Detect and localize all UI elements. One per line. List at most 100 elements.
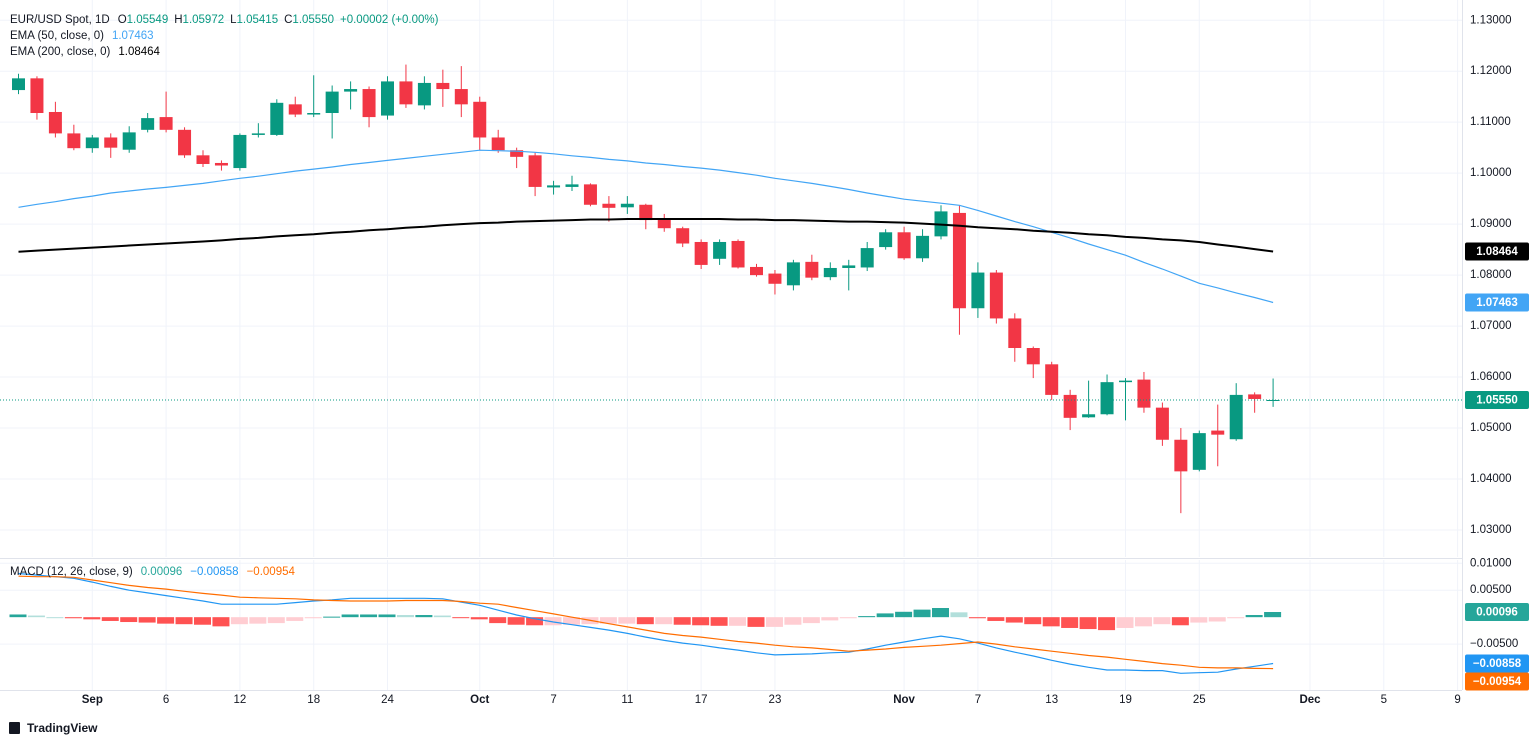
x-tick-label: Sep: [82, 694, 103, 706]
candle-body: [1063, 394, 1077, 418]
legend-label: L: [230, 14, 237, 26]
histogram-bar: [396, 615, 414, 618]
price-badge: −0.00954: [1465, 672, 1529, 691]
macd-histogram: [9, 608, 1282, 631]
histogram-bar: [120, 617, 138, 623]
histogram-bar: [655, 617, 673, 625]
candle-body: [1174, 439, 1188, 472]
legend-macd-value: 0.00096: [141, 566, 183, 578]
candle-body: [30, 78, 44, 114]
y-tick-label: 1.05000: [1470, 422, 1512, 434]
histogram-bar: [489, 617, 507, 624]
legend-series-name: EMA (50, close, 0): [10, 30, 104, 42]
badge-text: −0.00954: [1473, 676, 1522, 688]
histogram-bar: [27, 615, 45, 618]
histogram-bar: [1024, 617, 1042, 625]
histogram-bar: [1042, 617, 1060, 627]
histogram-bar: [267, 617, 285, 624]
histogram-bar: [563, 617, 580, 625]
histogram-bar: [212, 617, 230, 627]
histogram-bar: [157, 617, 175, 624]
candle-body: [1248, 394, 1262, 399]
candle-body: [916, 235, 930, 259]
candle-body: [639, 204, 653, 221]
y-tick-label: 1.08000: [1470, 269, 1512, 281]
legend-value: 1.05972: [183, 14, 225, 26]
candle-body: [1082, 414, 1096, 418]
histogram-bar: [895, 611, 913, 618]
candle-body: [288, 104, 302, 115]
histogram-bar: [858, 616, 876, 618]
candle-body: [805, 261, 819, 278]
badge-bg: [1465, 603, 1529, 621]
histogram-bar: [9, 614, 27, 618]
x-tick-label: 11: [621, 694, 633, 706]
histogram-bar: [101, 617, 119, 621]
badge-bg: [1465, 672, 1529, 691]
brand-text: TradingView: [27, 721, 98, 735]
histogram-bar: [599, 617, 617, 624]
candle-body: [657, 219, 671, 229]
candle-body: [1211, 430, 1225, 435]
y-tick-label: 1.06000: [1470, 371, 1512, 383]
histogram-bar: [304, 617, 322, 619]
x-tick-label: 6: [163, 694, 169, 706]
candle-body: [694, 241, 708, 265]
histogram-bar: [1227, 617, 1245, 619]
x-tick-label: 12: [234, 694, 247, 706]
candle-body: [602, 203, 616, 208]
histogram-bar: [1190, 617, 1208, 623]
histogram-bar: [433, 615, 451, 618]
candle-body: [48, 111, 62, 134]
x-tick-label: Nov: [893, 694, 915, 706]
candle-body: [897, 232, 911, 259]
candle-body: [583, 184, 597, 205]
candle-body: [473, 101, 487, 138]
legend-series-value: 1.07463: [112, 30, 154, 42]
legend-value: 1.05550: [292, 14, 334, 26]
histogram-bar: [1171, 617, 1189, 626]
histogram-bar: [821, 617, 839, 621]
price-badge: 1.08464: [1465, 242, 1529, 261]
legend-macd-value: −0.00954: [247, 566, 296, 578]
y-tick-label: 1.11000: [1470, 116, 1511, 128]
histogram-bar: [1005, 617, 1023, 623]
badge-text: 1.05550: [1476, 395, 1518, 407]
histogram-bar: [968, 617, 986, 619]
badge-text: 1.08464: [1476, 246, 1518, 258]
histogram-bar: [378, 614, 396, 618]
brand[interactable]: TradingView: [9, 721, 98, 735]
candle-body: [510, 150, 524, 157]
candle-body: [436, 82, 450, 90]
candle-body: [362, 89, 376, 118]
y-tick-label: 1.03000: [1470, 524, 1512, 536]
candle-body: [270, 102, 284, 135]
legend-change: +0.00002 (+0.00%): [340, 14, 439, 26]
candle-body: [989, 272, 1003, 319]
price-badge: 1.05550: [1465, 390, 1529, 409]
candle-body: [786, 262, 800, 286]
candle-body: [104, 137, 118, 148]
candle-body: [1119, 380, 1132, 383]
candle-body: [547, 185, 561, 188]
candle-body: [67, 133, 81, 149]
y-tick-label: −0.00500: [1470, 638, 1518, 650]
y-tick-label: 1.07000: [1470, 320, 1512, 332]
candle-body: [860, 248, 874, 268]
candle-body: [971, 272, 985, 309]
histogram-bar: [876, 613, 894, 618]
candle-body: [233, 134, 247, 169]
badge-bg: [1465, 390, 1529, 409]
y-tick-label: 0.00500: [1470, 584, 1512, 596]
ema-line: [18, 218, 1274, 253]
histogram-bar: [1153, 617, 1171, 625]
candle-body: [620, 203, 634, 208]
histogram-bar: [323, 616, 341, 618]
price-badge: 0.00096: [1465, 603, 1529, 621]
candle-body: [842, 265, 856, 268]
histogram-bar: [286, 617, 304, 621]
candle-body: [196, 155, 210, 164]
histogram-bar: [526, 617, 544, 626]
candle-body: [1137, 379, 1151, 408]
